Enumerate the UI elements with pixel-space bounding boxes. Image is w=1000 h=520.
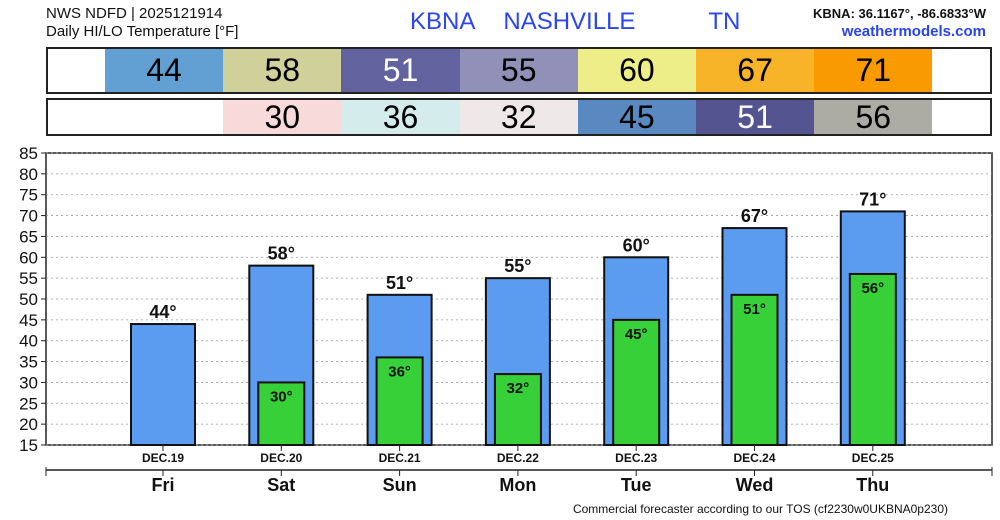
y-tick-label: 15: [19, 436, 38, 455]
y-tick-label: 55: [19, 269, 38, 288]
low-temp-cell: 32: [459, 99, 578, 135]
high-label: 55°: [504, 256, 531, 276]
high-label: 60°: [623, 235, 650, 255]
y-tick-label: 40: [19, 332, 38, 351]
day-label: Wed: [736, 475, 774, 495]
high-temp-cell: 60: [577, 49, 696, 92]
high-label: 51°: [386, 273, 413, 293]
product-title: NWS NDFD | 2025121914: [46, 5, 223, 22]
day-label: Sat: [267, 475, 295, 495]
site-link[interactable]: weathermodels.com: [841, 23, 986, 40]
low-bar: [493, 373, 542, 446]
low-bar: [375, 356, 424, 446]
high-temp-cell: 55: [459, 49, 578, 92]
y-tick-label: 30: [19, 373, 38, 392]
y-tick-label: 60: [19, 248, 38, 267]
footer-note: Commercial forecaster according to our T…: [572, 502, 948, 516]
station-coordinates: KBNA: 36.1167°, -86.6833°W: [813, 6, 986, 21]
y-tick-label: 70: [19, 207, 38, 226]
high-temp-band: 44 58 51 55 60 67 71: [46, 47, 992, 94]
high-temp-cell: 44: [105, 49, 224, 92]
high-temp-cell: 71: [814, 49, 933, 92]
low-label: 45°: [625, 326, 648, 343]
low-label: 36°: [388, 363, 411, 380]
high-label: 58°: [268, 244, 295, 264]
low-label: 56°: [861, 280, 884, 297]
high-label: 44°: [149, 302, 176, 322]
date-label: DEC.20: [260, 451, 302, 465]
date-label: DEC.25: [852, 451, 894, 465]
y-tick-label: 20: [19, 415, 38, 434]
y-tick-label: 65: [19, 227, 38, 246]
high-temp-cell: 58: [223, 49, 342, 92]
date-label: DEC.22: [497, 451, 539, 465]
station-title: KBNA NASHVILLE TN: [410, 8, 741, 35]
low-bar: [257, 381, 306, 447]
low-temp-cell: 36: [341, 99, 460, 135]
low-label: 30°: [270, 388, 293, 405]
y-tick-label: 85: [19, 144, 38, 163]
y-tick-label: 75: [19, 186, 38, 205]
y-tick-label: 50: [19, 290, 38, 309]
day-label: Mon: [499, 475, 536, 495]
day-label: Thu: [856, 475, 889, 495]
y-tick-label: 45: [19, 311, 38, 330]
date-label: DEC.23: [615, 451, 657, 465]
y-tick-label: 25: [19, 394, 38, 413]
high-bar: [130, 323, 196, 446]
low-temp-cell: 56: [814, 99, 933, 135]
date-label: DEC.24: [733, 451, 775, 465]
low-label: 32°: [507, 380, 530, 397]
low-temp-cell: 51: [696, 99, 815, 135]
date-label: DEC.21: [379, 451, 421, 465]
low-temp-band: 30 36 32 45 51 56: [46, 98, 992, 136]
y-tick-label: 35: [19, 353, 38, 372]
day-label: Fri: [151, 475, 174, 495]
low-bar: [848, 272, 897, 446]
high-label: 71°: [859, 189, 886, 209]
low-label: 51°: [743, 301, 766, 318]
y-tick-label: 80: [19, 165, 38, 184]
high-label: 67°: [741, 206, 768, 226]
low-bar: [612, 318, 661, 447]
date-label: DEC.19: [142, 451, 184, 465]
low-temp-cell: 45: [577, 99, 696, 135]
high-temp-cell: 51: [341, 49, 460, 92]
chart-subtitle: Daily HI/LO Temperature [°F]: [46, 23, 239, 40]
day-label: Sun: [383, 475, 417, 495]
day-label: Tue: [621, 475, 652, 495]
high-temp-cell: 67: [696, 49, 815, 92]
low-temp-cell: 30: [223, 99, 342, 135]
